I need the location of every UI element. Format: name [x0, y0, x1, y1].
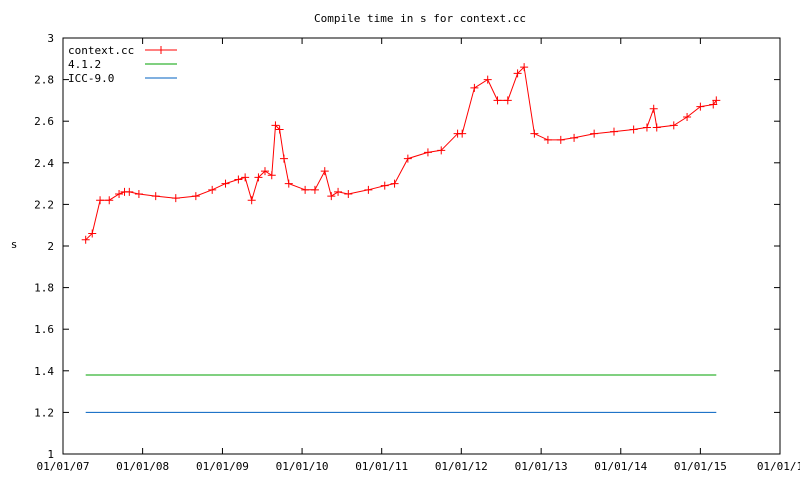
data-point: [709, 100, 718, 109]
y-axis-label: s: [11, 238, 18, 251]
data-point: [403, 154, 412, 163]
data-point: [696, 102, 705, 111]
y-tick-label: 2: [47, 240, 54, 253]
y-tick-label: 1.4: [34, 365, 54, 378]
data-point: [115, 190, 124, 198]
series-layer: [81, 63, 721, 413]
y-axis: 1 1.2 1.4 1.6 1.8 2 2.2 2.4 2.6 2.8 3: [34, 32, 780, 461]
data-point: [570, 133, 579, 142]
data-point: [470, 83, 479, 92]
y-tick-label: 1.6: [34, 323, 54, 336]
data-point: [483, 75, 492, 84]
x-tick-label: 01/01/12: [435, 460, 488, 473]
data-point: [320, 167, 329, 176]
data-point: [669, 121, 678, 130]
data-point: [247, 196, 256, 205]
x-tick-label: 01/01/11: [355, 460, 408, 473]
data-point: [423, 148, 432, 157]
data-point: [530, 129, 539, 138]
y-tick-label: 1.2: [34, 406, 54, 419]
data-point: [171, 194, 180, 203]
data-point: [513, 69, 522, 78]
data-point: [254, 173, 263, 182]
y-tick-label: 2.8: [34, 74, 54, 87]
data-point: [81, 235, 90, 244]
x-axis: 01/01/07 01/01/08 01/01/09 01/01/10 01/01/11…: [37, 38, 800, 473]
data-point: [520, 63, 529, 72]
data-point: [260, 167, 269, 176]
data-point: [310, 185, 319, 194]
data-point: [642, 123, 651, 132]
data-point: [301, 185, 310, 194]
x-tick-label: 01/01/08: [116, 460, 169, 473]
x-tick-label: 01/01/07: [37, 460, 90, 473]
data-point: [380, 181, 389, 190]
data-point: [151, 192, 160, 201]
legend-marker: [157, 46, 165, 54]
data-point: [649, 104, 658, 113]
data-point: [493, 96, 502, 105]
y-tick-label: 2.6: [34, 115, 54, 128]
x-tick-label: 01/01/1: [757, 460, 800, 473]
plot-area-frame: [62, 37, 781, 455]
legend-label: ICC-9.0: [68, 72, 114, 85]
data-point: [437, 146, 446, 155]
chart-title: Compile time in s for context.cc: [314, 12, 526, 25]
data-point: [683, 113, 692, 122]
data-point: [125, 187, 134, 196]
x-tick-label: 01/01/15: [674, 460, 727, 473]
data-point: [105, 196, 114, 205]
data-point: [96, 196, 105, 205]
data-point: [712, 96, 721, 105]
data-point: [458, 129, 467, 138]
data-point: [364, 185, 373, 194]
data-point: [267, 171, 276, 180]
data-point: [610, 127, 619, 136]
y-tick-label: 1: [47, 448, 54, 461]
data-point: [191, 192, 200, 201]
data-point: [629, 125, 638, 134]
y-tick-label: 3: [47, 32, 54, 45]
y-tick-label: 2.2: [34, 198, 54, 211]
data-point: [279, 154, 288, 163]
data-point: [271, 121, 280, 130]
data-point: [556, 135, 565, 144]
data-point: [390, 179, 399, 188]
x-tick-label: 01/01/14: [594, 460, 647, 473]
data-point: [234, 175, 243, 184]
data-point: [221, 179, 230, 188]
data-point: [208, 185, 217, 194]
data-point: [327, 192, 336, 201]
data-point: [334, 187, 343, 196]
legend-label: context.cc: [68, 44, 134, 57]
data-point: [134, 190, 143, 198]
data-point: [503, 96, 512, 105]
data-point: [590, 129, 599, 138]
x-tick-label: 01/01/13: [515, 460, 568, 473]
data-point: [241, 173, 250, 182]
data-point: [88, 229, 97, 238]
data-point: [284, 179, 293, 188]
x-tick-label: 01/01/10: [276, 460, 329, 473]
legend-label: 4.1.2: [68, 58, 101, 71]
y-tick-label: 2.4: [34, 157, 54, 170]
data-point: [543, 135, 552, 144]
data-point: [344, 190, 353, 198]
data-point: [275, 125, 284, 134]
x-tick-label: 01/01/09: [196, 460, 249, 473]
data-point: [652, 123, 661, 132]
series-line-0: [85, 66, 717, 241]
y-tick-label: 1.8: [34, 282, 54, 295]
